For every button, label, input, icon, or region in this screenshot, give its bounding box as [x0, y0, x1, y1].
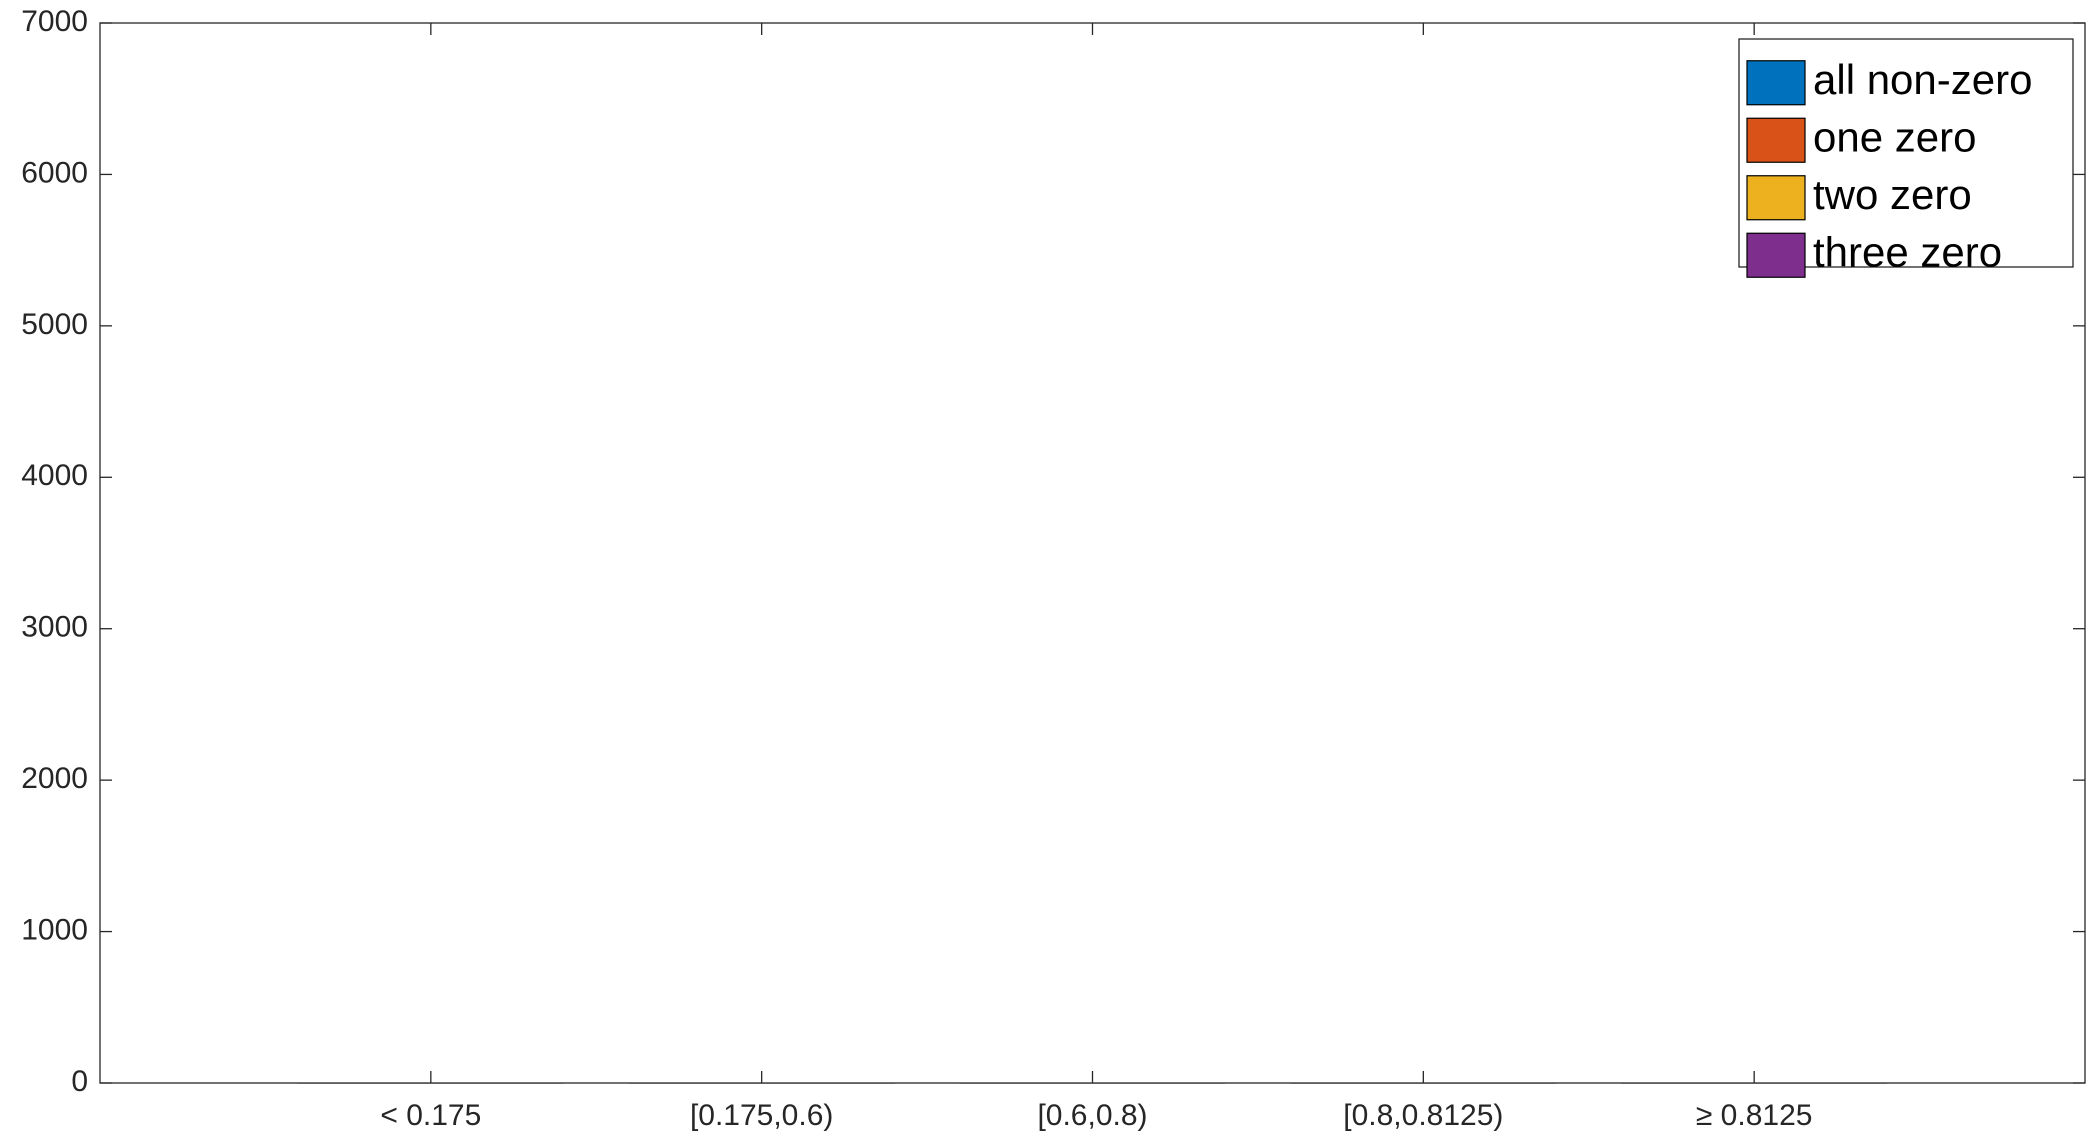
y-tick-label: 4000 [21, 459, 88, 492]
y-tick-label: 7000 [21, 5, 88, 38]
x-tick-label: [0.8,0.8125) [1343, 1099, 1503, 1132]
y-tick-label: 0 [71, 1065, 88, 1098]
x-tick-label: ≥ 0.8125 [1696, 1099, 1813, 1132]
legend-swatch-two-zero [1746, 175, 1806, 221]
y-tick-label: 6000 [21, 156, 88, 189]
y-tick-label: 1000 [21, 913, 88, 946]
legend-label-two-zero: two zero [1813, 171, 1972, 218]
y-tick-label: 2000 [21, 762, 88, 795]
legend-label-one-zero: one zero [1813, 113, 1976, 160]
x-tick-label: [0.175,0.6) [690, 1099, 833, 1132]
legend-swatch-three-zero [1746, 232, 1806, 278]
y-tick-label: 3000 [21, 611, 88, 644]
legend-swatch-one-zero [1746, 117, 1806, 163]
x-tick-label: [0.6,0.8) [1037, 1099, 1147, 1132]
x-tick-label: < 0.175 [380, 1099, 481, 1132]
legend: all non-zero one zero two zero three zero [1738, 38, 2074, 278]
legend-label-three-zero: three zero [1813, 228, 2002, 275]
legend-label-all-non-zero: all non-zero [1813, 56, 2032, 103]
y-tick-label: 5000 [21, 308, 88, 341]
legend-swatch-all-non-zero [1746, 60, 1806, 106]
